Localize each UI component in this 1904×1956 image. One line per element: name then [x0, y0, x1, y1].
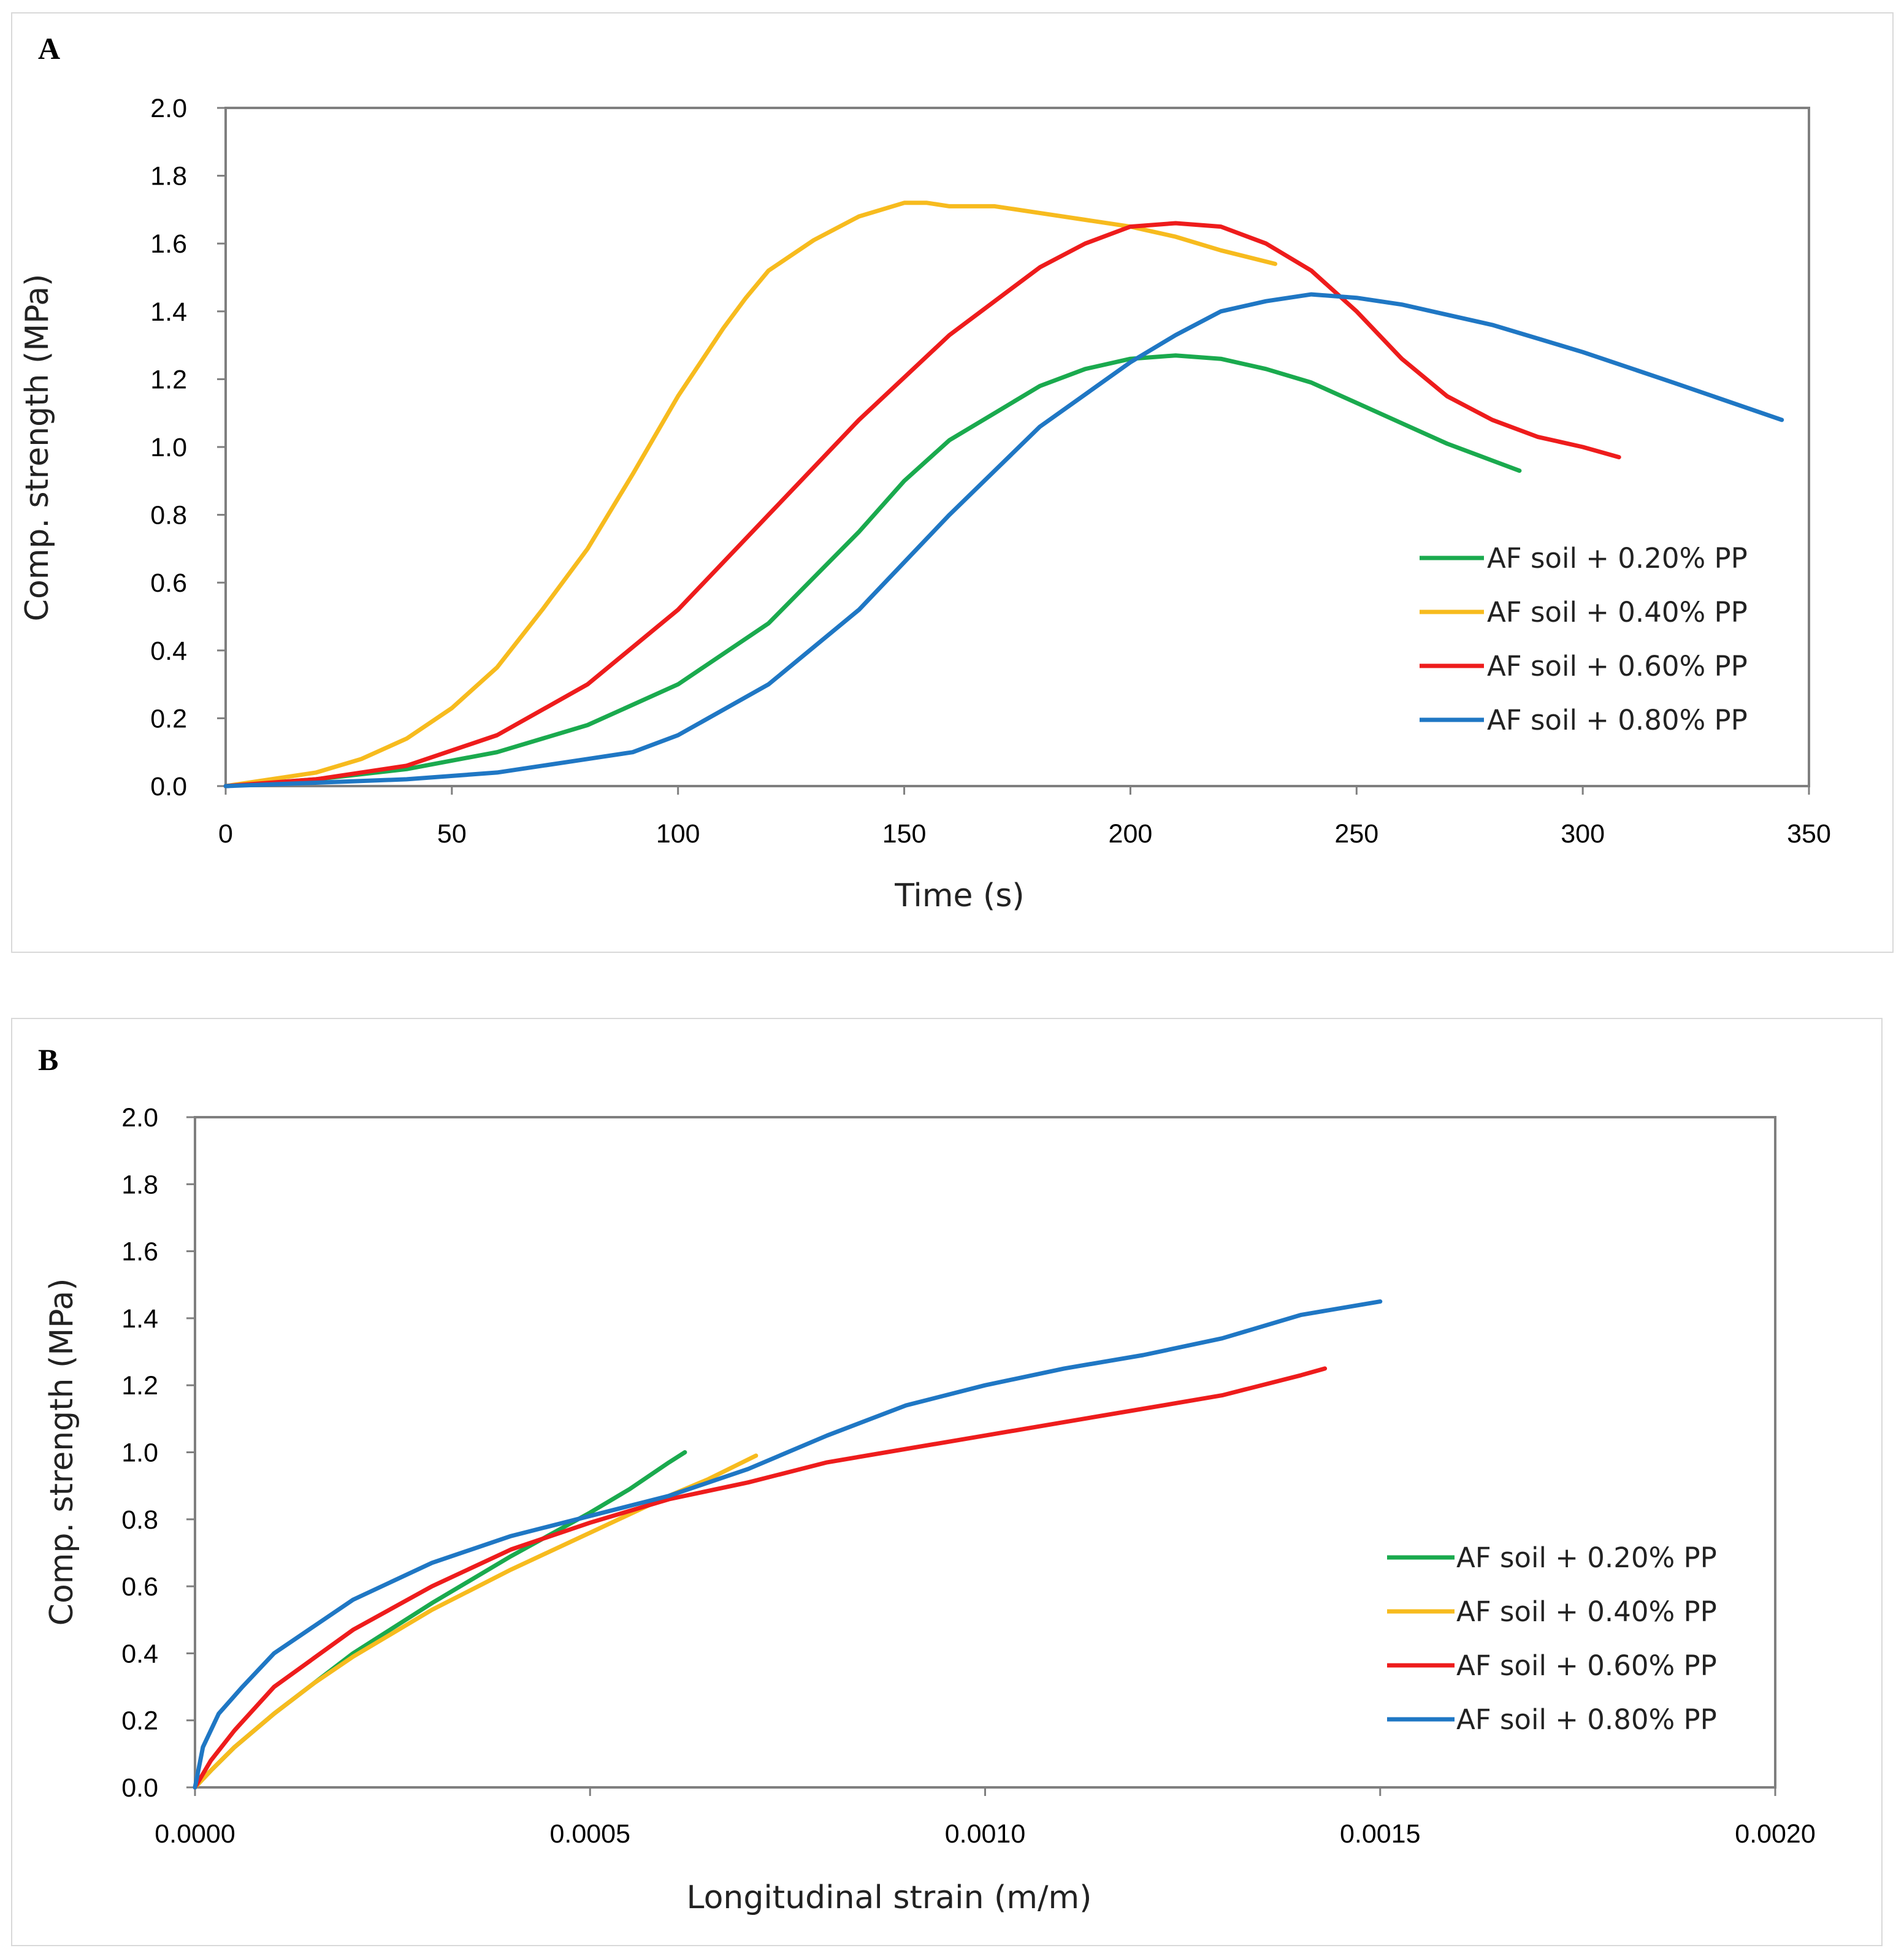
y-tick-label: 0.0	[150, 772, 187, 801]
y-tick-label: 0.0	[121, 1773, 158, 1803]
panel-b	[11, 1018, 1883, 1946]
y-tick-label: 1.8	[121, 1170, 158, 1199]
series-line-3	[223, 221, 1621, 789]
x-tick-label: 0.0000	[155, 1819, 235, 1849]
series-line-2	[223, 201, 1277, 789]
series-line-4	[193, 1299, 1383, 1790]
x-tick-label: 0.0015	[1340, 1819, 1421, 1849]
series-line-2	[193, 1453, 759, 1790]
y-tick-label: 2.0	[121, 1103, 158, 1133]
plot-frame	[194, 1116, 1776, 1789]
plot-frame	[224, 107, 1810, 787]
y-tick-label: 1.0	[121, 1438, 158, 1468]
y-tick-label: 1.6	[150, 229, 187, 259]
y-tick-label: 2.0	[150, 94, 187, 123]
series-line-1	[193, 1450, 687, 1790]
legend: AF soil + 0.20% PP AF soil + 0.40% PP AF s…	[1387, 1541, 1717, 1736]
y-tick-label: 0.8	[150, 501, 187, 530]
y-tick-label: 1.8	[150, 162, 187, 191]
series-line-3	[193, 1366, 1328, 1790]
series-line-4	[223, 292, 1784, 789]
y-tick-label: 0.6	[150, 568, 187, 598]
panel-letter: B	[38, 1042, 58, 1077]
y-tick-label: 0.2	[121, 1706, 158, 1736]
y-axis-title: Comp. strength (MPa)	[44, 1278, 80, 1626]
panel-a	[11, 12, 1894, 953]
x-tick-label: 0	[218, 819, 233, 849]
y-tick-label: 1.4	[121, 1304, 158, 1334]
y-tick-label: 0.8	[121, 1505, 158, 1535]
x-tick-label: 100	[656, 819, 700, 849]
x-tick-label: 0.0010	[945, 1819, 1026, 1849]
legend-entry: AF soil + 0.20% PP	[1456, 1541, 1717, 1574]
y-tick-label: 0.6	[121, 1572, 158, 1602]
y-axis-title: Comp. strength (MPa)	[19, 274, 56, 622]
legend: AF soil + 0.20% PP AF soil + 0.40% PP AF s…	[1420, 542, 1748, 736]
chart-panel-b: B 0.0 0.2 0.4 0.6 0.8 1.0 1.2 1.4 1.6 1.8 2.0 0.0000…	[38, 1042, 1816, 1916]
y-tick-label: 1.0	[150, 433, 187, 462]
x-axis-title: Longitudinal strain (m/m)	[687, 1879, 1092, 1916]
y-tick-label: 1.2	[150, 365, 187, 394]
legend-entry: AF soil + 0.60% PP	[1487, 650, 1748, 682]
x-axis-title: Time (s)	[894, 877, 1024, 914]
legend-entry: AF soil + 0.40% PP	[1456, 1595, 1717, 1628]
y-tick-label: 1.6	[121, 1237, 158, 1267]
x-tick-label: 0.0005	[549, 1819, 630, 1849]
legend-entry: AF soil + 0.80% PP	[1456, 1703, 1717, 1736]
x-tick-label: 200	[1109, 819, 1153, 849]
legend-entry: AF soil + 0.40% PP	[1487, 596, 1748, 628]
x-tick-label: 250	[1334, 819, 1378, 849]
x-tick-label: 150	[882, 819, 927, 849]
series-line-1	[223, 353, 1522, 789]
x-tick-label: 300	[1561, 819, 1605, 849]
legend-entry: AF soil + 0.20% PP	[1487, 542, 1748, 575]
chart-panel-a: A 0.0 0.2 0.4 0.6 0.8 1.0 1.2 1.4 1.6 1.8 2.0 0 50 100…	[19, 31, 1831, 914]
y-tick-label: 0.2	[150, 704, 187, 733]
panel-letter: A	[38, 31, 60, 66]
legend-entry: AF soil + 0.80% PP	[1487, 704, 1748, 736]
x-tick-label: 350	[1787, 819, 1831, 849]
x-tick-label: 50	[437, 819, 467, 849]
y-tick-label: 0.4	[150, 636, 187, 666]
y-tick-label: 1.2	[121, 1371, 158, 1400]
x-tick-label: 0.0020	[1735, 1819, 1816, 1849]
y-tick-label: 1.4	[150, 297, 187, 327]
y-tick-label: 0.4	[121, 1639, 158, 1668]
legend-entry: AF soil + 0.60% PP	[1456, 1649, 1717, 1682]
